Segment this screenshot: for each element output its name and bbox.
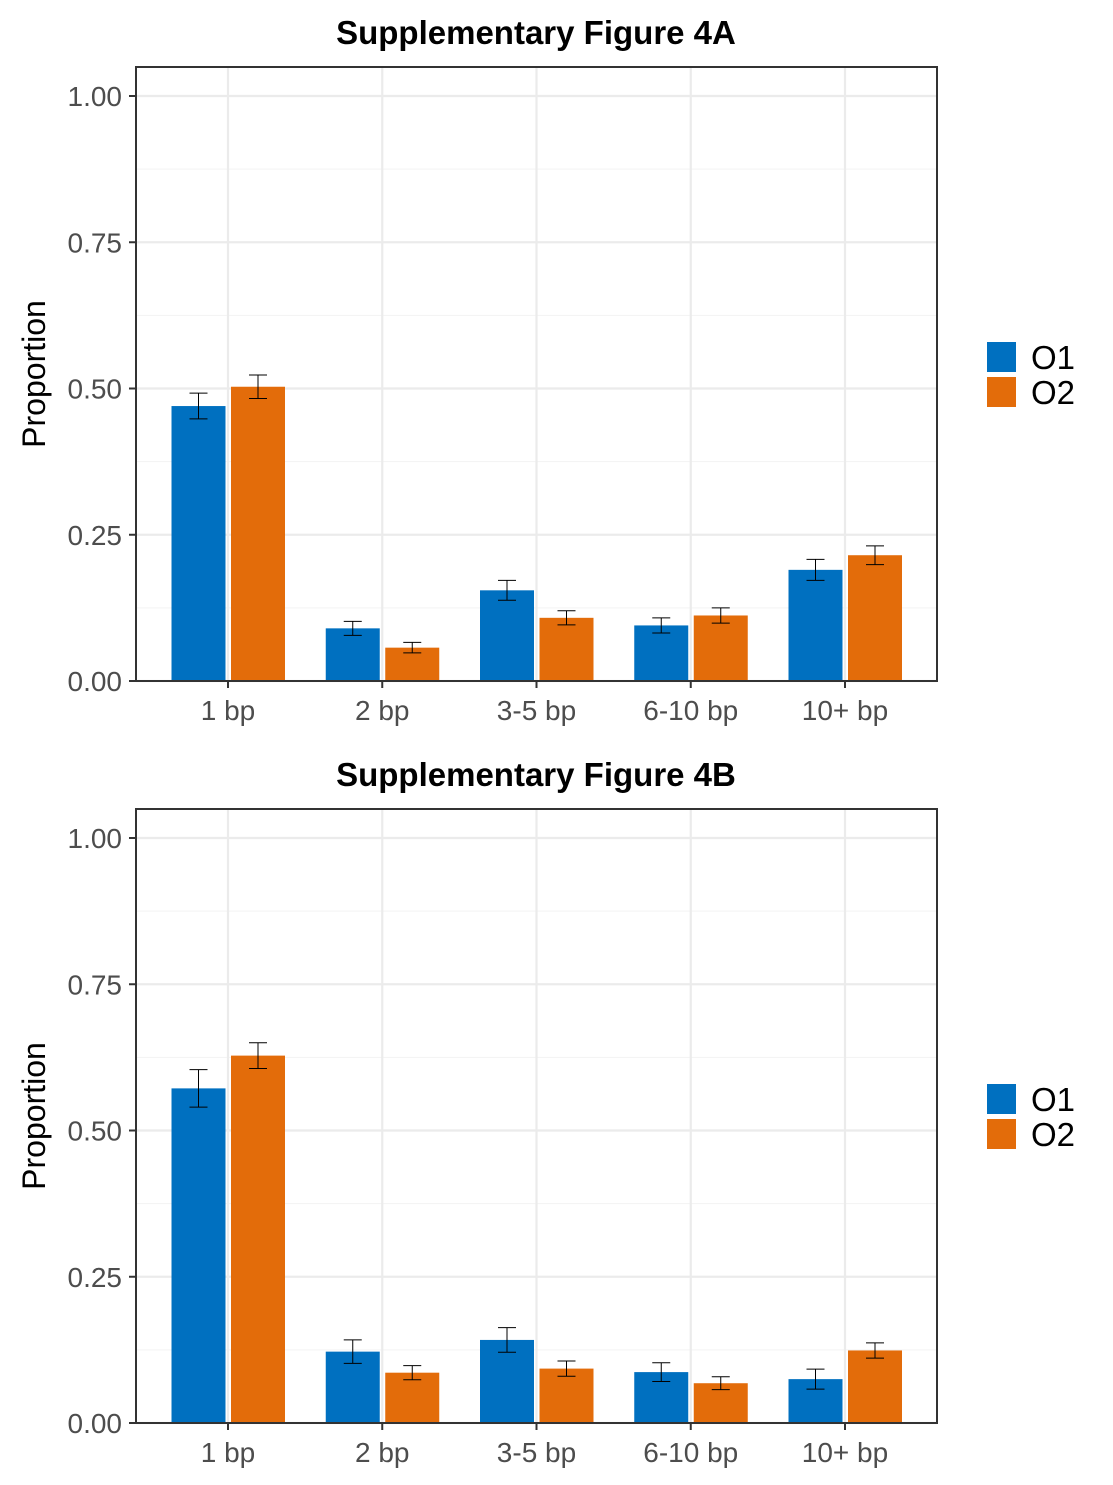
error-bar-o2-1 <box>249 374 267 399</box>
y-tick-label: 0.00 <box>68 1408 123 1439</box>
error-bar-o2-4 <box>711 1376 730 1391</box>
x-tick-label: 1 bp <box>201 695 256 726</box>
bar-o1-3 <box>480 590 534 681</box>
y-tick-label: 0.25 <box>68 520 123 551</box>
y-axis-label: Proportion <box>16 300 52 448</box>
error-bar-o2-2 <box>403 641 422 654</box>
y-tick-label: 1.00 <box>68 823 123 854</box>
bar-o2-4 <box>693 615 748 681</box>
bar-o1-1 <box>171 406 226 681</box>
legend-label-o2: O2 <box>1031 1116 1075 1153</box>
x-tick-label: 1 bp <box>201 1437 256 1468</box>
error-bar-o2-5 <box>866 1342 884 1359</box>
error-bar-o1-2 <box>343 620 362 636</box>
error-bar-o1-3 <box>498 579 516 601</box>
legend-key-o1 <box>987 342 1016 372</box>
bar-o2-3 <box>539 1368 594 1423</box>
x-tick-label: 3-5 bp <box>497 1437 576 1468</box>
bar-o1-1 <box>171 1088 226 1423</box>
x-tick-label: 6-10 bp <box>643 695 738 726</box>
error-bar-o1-5 <box>806 558 825 581</box>
error-bar-o1-4 <box>652 617 671 634</box>
bar-o2-5 <box>848 1350 902 1423</box>
chart-title: Supplementary Figure 4A <box>336 14 736 51</box>
chart-panel-a: Supplementary Figure 4A 0.00 0.25 0.50 0.75 1… <box>16 14 1075 726</box>
x-tick-label: 6-10 bp <box>643 1437 738 1468</box>
legend-label-o1: O1 <box>1031 1081 1075 1118</box>
x-tick-label: 10+ bp <box>802 695 888 726</box>
y-tick-label: 0.50 <box>68 1116 123 1147</box>
y-tick-label: 0.75 <box>68 969 123 1000</box>
error-bar-o2-3 <box>557 1360 576 1377</box>
error-bar-o1-3 <box>498 1327 516 1353</box>
bar-o2-3 <box>539 617 594 681</box>
bar-o2-2 <box>385 1372 440 1423</box>
error-bar-o2-5 <box>866 545 884 566</box>
chart-panel-b: Supplementary Figure 4B 0.00 0.25 0.50 0.75 1… <box>16 756 1075 1468</box>
error-bar-o2-1 <box>249 1042 267 1069</box>
x-tick-label: 3-5 bp <box>497 695 576 726</box>
x-tick-label: 2 bp <box>355 695 410 726</box>
legend-key-o2 <box>987 1119 1016 1149</box>
bar-o1-3 <box>480 1339 534 1423</box>
y-tick-label: 0.00 <box>68 666 123 697</box>
bar-o1-4 <box>634 625 689 681</box>
y-tick-label: 1.00 <box>68 81 123 112</box>
error-bar-o2-3 <box>557 610 576 626</box>
legend-label-o2: O2 <box>1031 374 1075 411</box>
x-tick-label: 10+ bp <box>802 1437 888 1468</box>
y-tick-label: 0.75 <box>68 227 123 258</box>
legend-key-o2 <box>987 377 1016 407</box>
chart-title: Supplementary Figure 4B <box>336 756 736 793</box>
y-tick-label: 0.25 <box>68 1262 123 1293</box>
error-bar-o1-1 <box>189 392 208 420</box>
error-bar-o2-2 <box>403 1365 422 1381</box>
error-bar-o1-1 <box>189 1069 208 1108</box>
y-tick-label: 0.50 <box>68 374 123 405</box>
error-bar-o1-2 <box>343 1339 362 1364</box>
y-axis-label: Proportion <box>16 1042 52 1190</box>
error-bar-o1-5 <box>806 1368 825 1390</box>
error-bar-o1-4 <box>652 1362 671 1382</box>
error-bar-o2-4 <box>711 607 730 624</box>
bar-o2-5 <box>848 555 902 681</box>
bar-o1-5 <box>788 569 843 681</box>
bar-o2-1 <box>231 386 285 681</box>
bar-o2-1 <box>231 1055 285 1423</box>
x-tick-label: 2 bp <box>355 1437 410 1468</box>
legend-key-o1 <box>987 1084 1016 1114</box>
legend-label-o1: O1 <box>1031 339 1075 376</box>
bar-o1-2 <box>325 628 380 681</box>
